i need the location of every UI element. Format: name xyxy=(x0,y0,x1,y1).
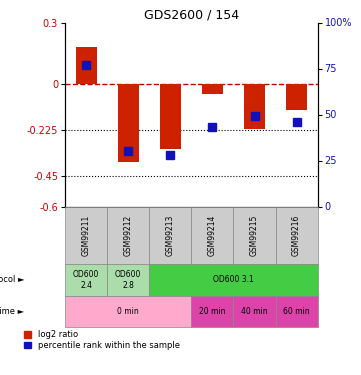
Bar xyxy=(75,47,96,84)
Text: time ►: time ► xyxy=(0,307,25,316)
Text: GSM99212: GSM99212 xyxy=(124,214,132,256)
Text: 40 min: 40 min xyxy=(241,307,268,316)
Bar xyxy=(275,207,318,264)
Bar xyxy=(234,296,275,327)
Text: GSM99215: GSM99215 xyxy=(250,214,259,256)
Bar xyxy=(191,207,234,264)
Text: OD600
2.4: OD600 2.4 xyxy=(73,270,99,290)
Bar xyxy=(275,296,318,327)
Text: OD600
2.8: OD600 2.8 xyxy=(115,270,142,290)
Text: 20 min: 20 min xyxy=(199,307,226,316)
Title: GDS2600 / 154: GDS2600 / 154 xyxy=(144,8,239,21)
Bar xyxy=(149,207,191,264)
Bar xyxy=(244,84,265,129)
Text: GSM99213: GSM99213 xyxy=(166,214,175,256)
Text: protocol ►: protocol ► xyxy=(0,275,25,284)
Bar xyxy=(149,264,318,296)
Bar xyxy=(107,207,149,264)
Text: GSM99214: GSM99214 xyxy=(208,214,217,256)
Bar xyxy=(191,296,234,327)
Text: 60 min: 60 min xyxy=(283,307,310,316)
Bar xyxy=(234,207,275,264)
Bar xyxy=(65,207,107,264)
Text: OD600 3.1: OD600 3.1 xyxy=(213,275,254,284)
Bar xyxy=(286,84,307,110)
Text: 0 min: 0 min xyxy=(117,307,139,316)
Bar xyxy=(202,84,223,94)
Bar xyxy=(107,264,149,296)
Bar xyxy=(65,264,107,296)
Bar xyxy=(118,84,139,162)
Text: GSM99211: GSM99211 xyxy=(82,214,91,256)
Bar xyxy=(160,84,181,149)
Legend: log2 ratio, percentile rank within the sample: log2 ratio, percentile rank within the s… xyxy=(24,329,180,351)
Bar xyxy=(65,296,191,327)
Text: GSM99216: GSM99216 xyxy=(292,214,301,256)
